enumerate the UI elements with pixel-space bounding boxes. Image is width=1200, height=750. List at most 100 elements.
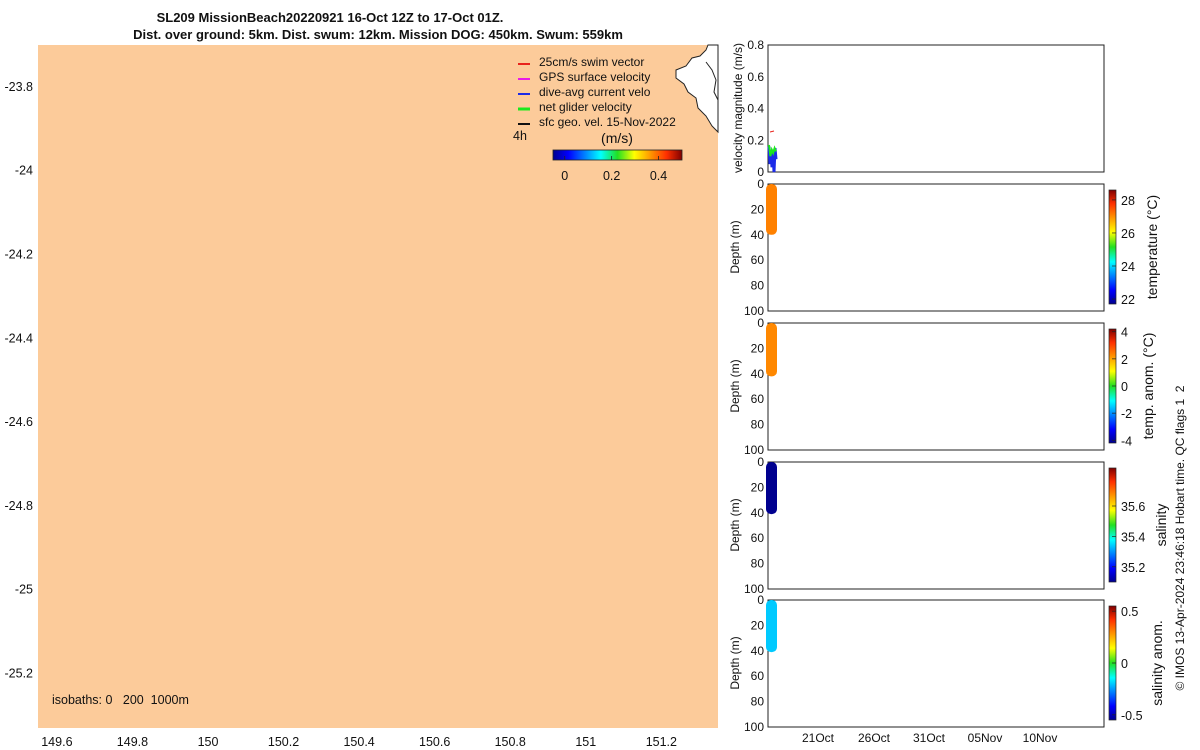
salinity-profile	[766, 462, 777, 515]
depth-ytick-label: 60	[751, 669, 765, 683]
salinity-colorbar-label: salinity	[1153, 504, 1169, 547]
depth-ytick-label: 40	[751, 506, 765, 520]
legend-swim-vector-label: 25cm/s swim vector	[539, 55, 644, 69]
salinity-colorbar-ticks: 35.6 35.4 35.2	[1112, 500, 1145, 575]
colorbar-tick-label: -4	[1121, 434, 1132, 448]
date-xtick-label: 10Nov	[1023, 731, 1058, 745]
colorbar-tick-label: 35.6	[1121, 500, 1145, 514]
map-background	[38, 45, 718, 728]
depth-ytick-label: 100	[744, 720, 764, 734]
profile-panels: velocity magnitude (m/s) 0 0.2 0.4 0.6 0.8 D…	[728, 38, 1169, 745]
temperature-axes	[767, 183, 1105, 312]
depth-ytick-label: 0	[757, 316, 764, 330]
depth-ytick-label: 20	[751, 202, 765, 216]
salinity-anomaly-panel: Depth (m) 0 20 40 60 80 100 0.5 0 -0.5 salinity…	[728, 593, 1165, 745]
map-y-tick-label: -24.6	[5, 415, 34, 429]
colorbar-tick-label: 35.4	[1121, 530, 1145, 544]
salinity-panel: Depth (m) 0 20 40 60 80 100 35.6 35.4 35.2 sali…	[728, 455, 1169, 596]
temp-anomaly-colorbar-ticks: 4 2 0 -2 -4	[1112, 326, 1132, 448]
map-x-tick-label: 149.6	[41, 735, 72, 749]
salinity-anomaly-ylabel: Depth (m)	[728, 636, 742, 689]
temperature-yticks: 0 20 40 60 80 100	[744, 177, 764, 318]
velocity-ytick-label: 0.8	[747, 38, 764, 52]
salinity-anomaly-axes	[767, 599, 1105, 728]
velocity-series-line	[767, 146, 778, 173]
date-xtick-label: 21Oct	[802, 731, 835, 745]
velocity-colorbar-ticks: 0 0.2 0.4	[561, 156, 667, 183]
colorbar-tick-label: 2	[1121, 353, 1128, 367]
depth-ytick-label: 20	[751, 480, 765, 494]
depth-ytick-label: 40	[751, 228, 765, 242]
colorbar-tick-label: 4	[1121, 326, 1128, 340]
map-y-tick-label: -24.8	[5, 499, 34, 513]
depth-ytick-label: 80	[751, 695, 765, 709]
depth-ytick-label: 20	[751, 618, 765, 632]
depth-ytick-label: 60	[751, 531, 765, 545]
depth-ytick-label: 40	[751, 367, 765, 381]
salinity-anomaly-profile	[766, 600, 777, 653]
salinity-ylabel: Depth (m)	[728, 498, 742, 551]
colorbar-tick-label: 0.5	[1121, 605, 1138, 619]
colorbar-tick-label: -0.5	[1121, 709, 1143, 723]
legend-gps-velocity-label: GPS surface velocity	[539, 70, 650, 84]
salinity-colorbar	[1108, 467, 1117, 583]
coastline-land	[675, 44, 719, 134]
velocity-colorbar-tick-label: 0.2	[603, 169, 620, 183]
temp-anomaly-profile	[766, 323, 777, 377]
depth-ytick-label: 60	[751, 392, 765, 406]
chart-title-line2: Dist. over ground: 5km. Dist. swum: 12km…	[133, 27, 623, 42]
temperature-colorbar-ticks: 22 24 26 28	[1112, 194, 1135, 307]
map-x-tick-label: 150.8	[495, 735, 526, 749]
velocity-colorbar-label: (m/s)	[601, 130, 633, 146]
velocity-colorbar-tick-label: 0	[561, 169, 568, 183]
map-y-tick-label: -25.2	[5, 667, 34, 681]
salinity-yticks: 0 20 40 60 80 100	[744, 455, 764, 596]
map-y-tick-label: -24.2	[5, 248, 34, 262]
colorbar-tick-label: 24	[1121, 260, 1135, 274]
chart-title-line1: SL209 MissionBeach20220921 16-Oct 12Z to…	[157, 10, 504, 25]
depth-ytick-label: 80	[751, 557, 765, 571]
depth-ytick-label: 80	[751, 279, 765, 293]
colorbar-tick-label: 22	[1121, 293, 1135, 307]
velocity-yticks: 0 0.2 0.4 0.6 0.8	[747, 38, 764, 179]
velocity-colorbar: (m/s) 0 0.2 0.4	[552, 130, 683, 183]
date-xtick-label: 05Nov	[968, 731, 1003, 745]
date-xtick-label: 31Oct	[913, 731, 946, 745]
date-xtick-label: 26Oct	[858, 731, 891, 745]
map-y-tick-label: -25	[15, 583, 33, 597]
velocity-ytick-label: 0.2	[747, 133, 764, 147]
legend-net-glider-velocity-label: net glider velocity	[539, 100, 632, 114]
time-scale-label: 4h	[513, 129, 527, 143]
temp-anomaly-colorbar-label: temp. anom. (°C)	[1140, 333, 1156, 440]
depth-ytick-label: 20	[751, 341, 765, 355]
map-x-tick-label: 150	[198, 735, 219, 749]
date-xticks: 21Oct 26Oct 31Oct 05Nov 10Nov	[802, 731, 1057, 745]
velocity-ytick-label: 0.4	[747, 102, 764, 116]
colorbar-tick-label: 0	[1121, 657, 1128, 671]
temperature-panel: Depth (m) 0 20 40 60 80 100 22 24 26 28 temperat…	[728, 177, 1160, 318]
depth-ytick-label: 60	[751, 253, 765, 267]
temp-anomaly-axes	[767, 322, 1105, 451]
legend-dive-avg-current-label: dive-avg current velo	[539, 85, 651, 99]
velocity-series	[767, 130, 778, 173]
depth-ytick-label: 100	[744, 582, 764, 596]
depth-ytick-label: 80	[751, 418, 765, 432]
map-x-tick-label: 150.6	[419, 735, 450, 749]
velocity-ytick-label: 0.6	[747, 70, 764, 84]
temperature-colorbar-label: temperature (°C)	[1144, 195, 1160, 299]
map-y-ticks: -23.8 -24 -24.2 -24.4 -24.6 -24.8 -25 -25.2	[5, 80, 34, 681]
colorbar-tick-label: 0	[1121, 380, 1128, 394]
salinity-axes	[767, 461, 1105, 590]
map-legend: 25cm/s swim vector GPS surface velocity …	[513, 55, 676, 143]
legend-sfc-geo-velocity-label: sfc geo. vel. 15-Nov-2022	[539, 115, 676, 129]
velocity-ylabel: velocity magnitude (m/s)	[731, 43, 745, 173]
temperature-ylabel: Depth (m)	[728, 220, 742, 273]
velocity-ytick-label: 0	[757, 165, 764, 179]
temp-anomaly-ylabel: Depth (m)	[728, 359, 742, 412]
velocity-magnitude-panel: velocity magnitude (m/s) 0 0.2 0.4 0.6 0.8	[731, 38, 1105, 179]
depth-ytick-label: 0	[757, 593, 764, 607]
map-x-tick-label: 151.2	[646, 735, 677, 749]
salinity-anomaly-yticks: 0 20 40 60 80 100	[744, 593, 764, 734]
colorbar-tick-label: -2	[1121, 407, 1132, 421]
